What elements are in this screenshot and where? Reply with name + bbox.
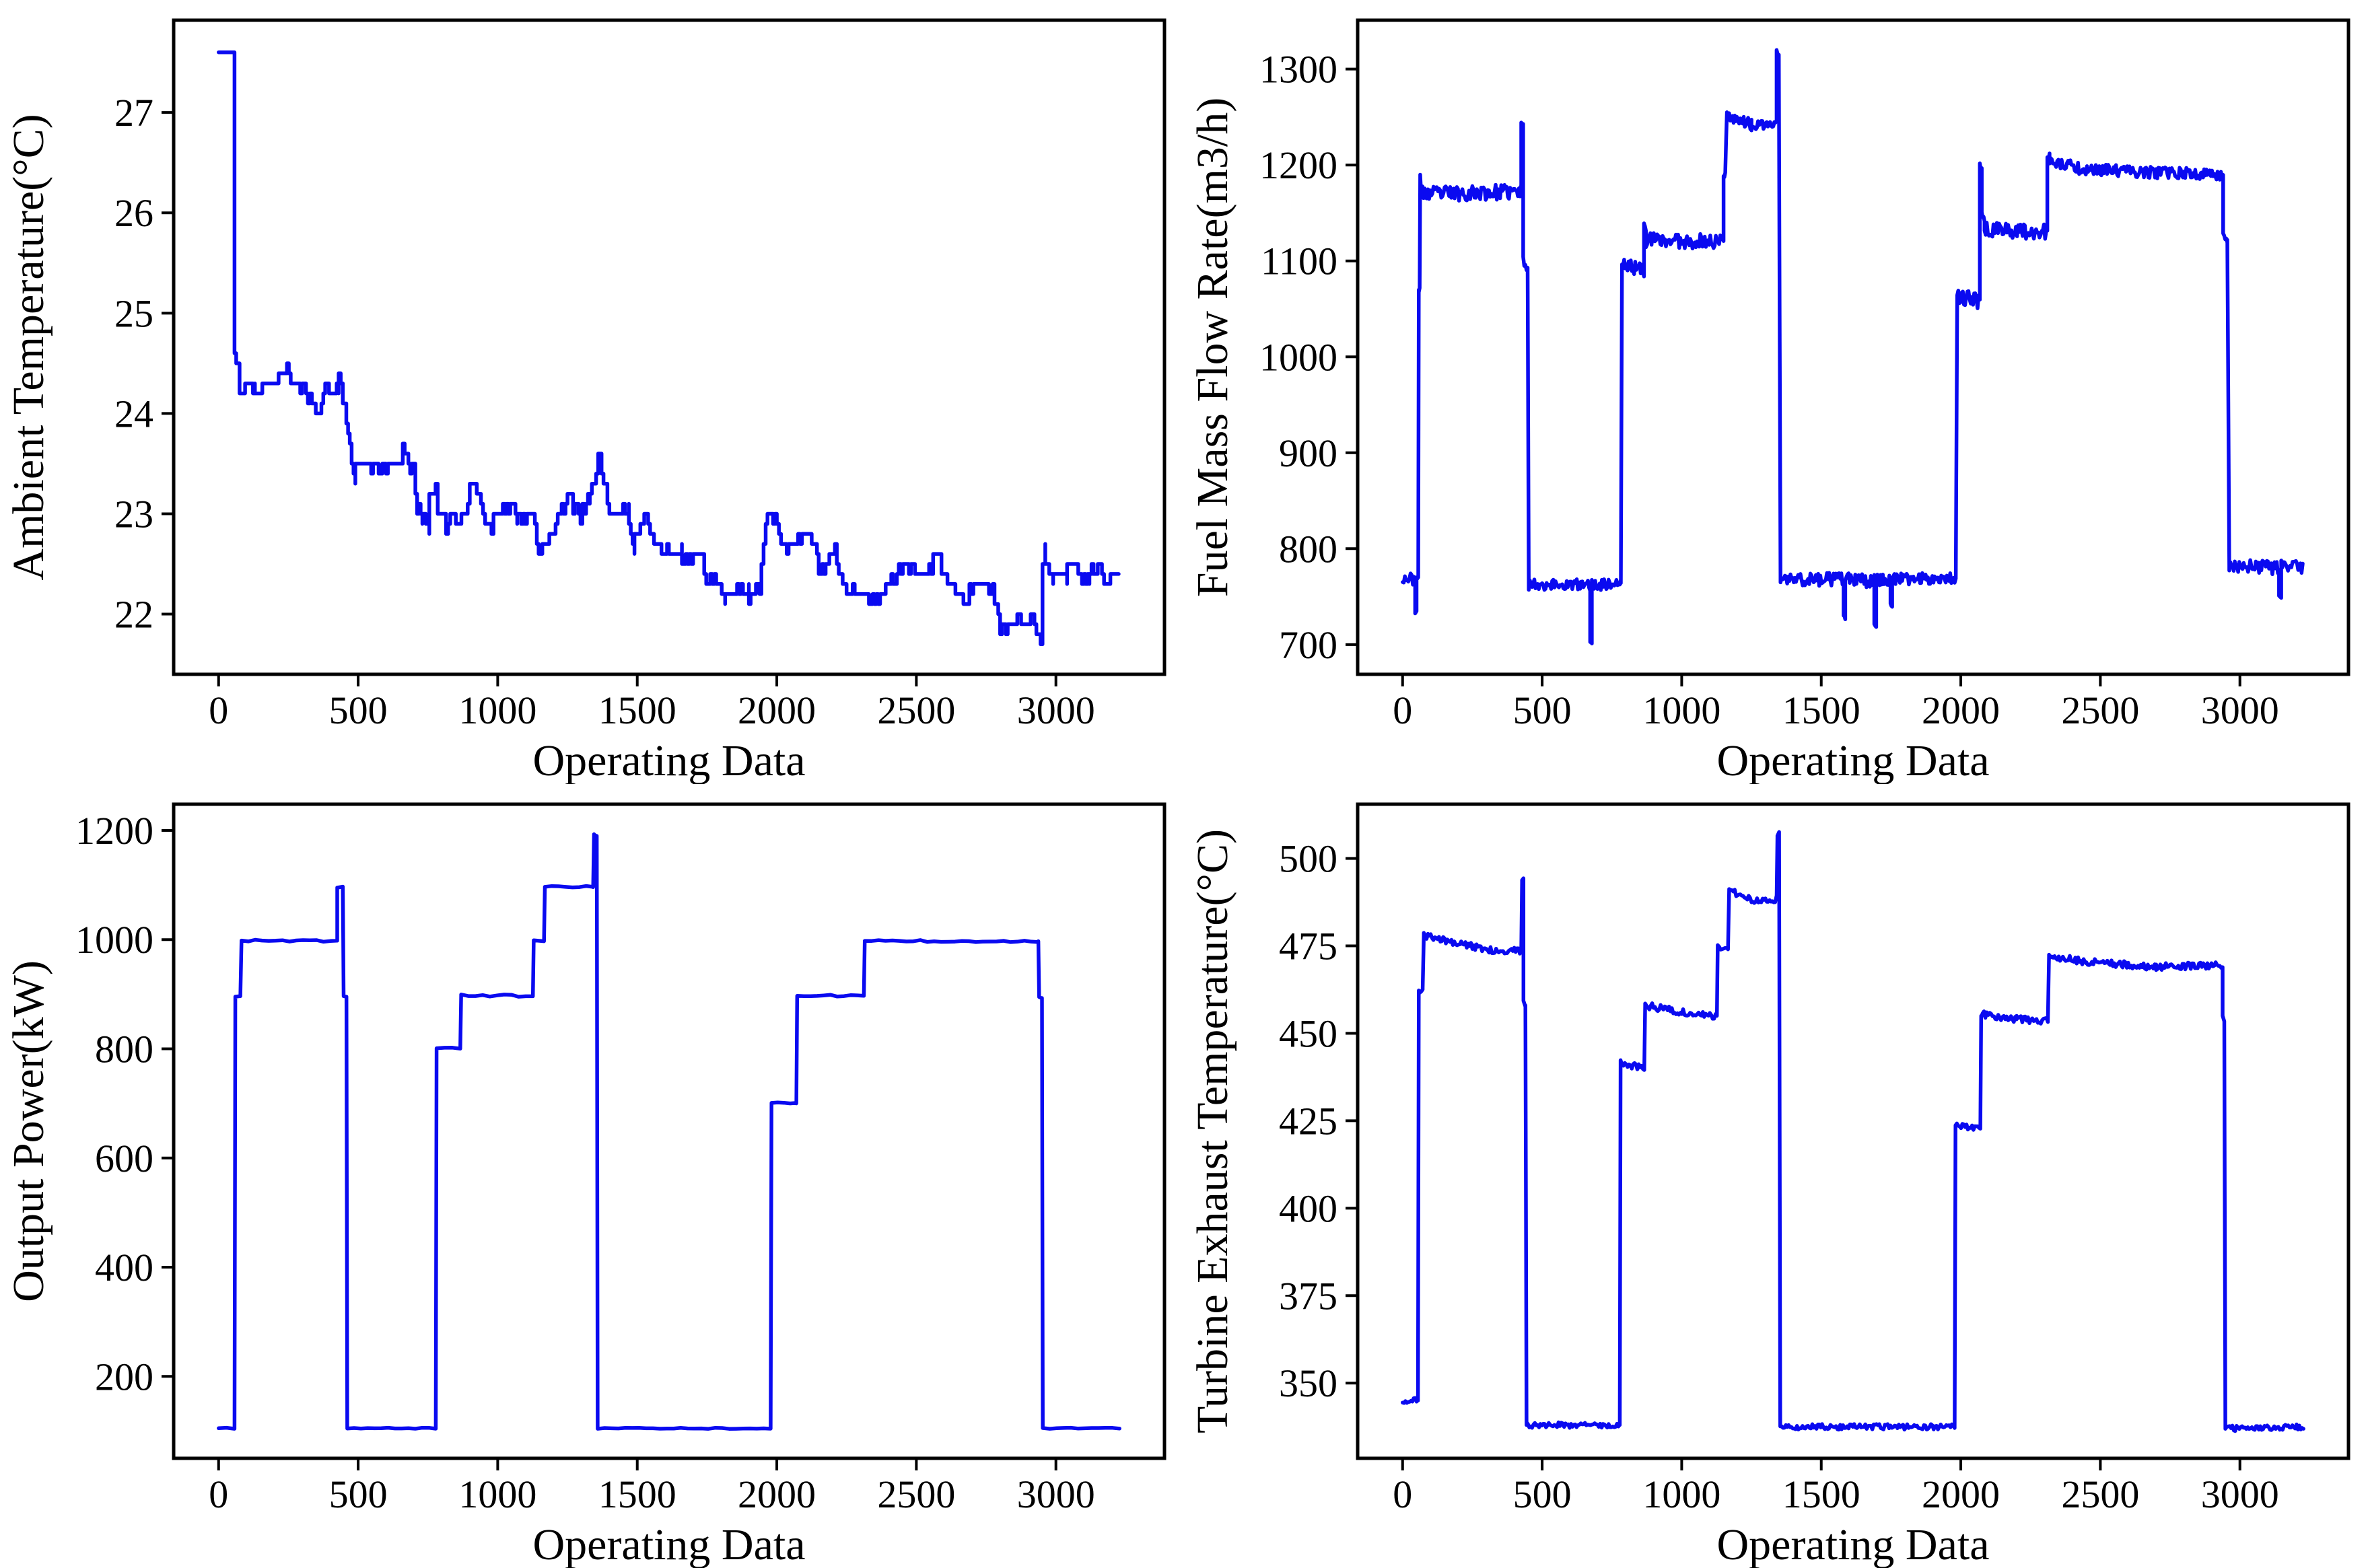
plot-area bbox=[1358, 20, 2348, 674]
plot-area bbox=[174, 804, 1164, 1458]
y-tick-label: 700 bbox=[1279, 623, 1337, 667]
y-tick-label: 24 bbox=[114, 392, 153, 435]
y-tick-label: 1000 bbox=[75, 918, 153, 962]
x-axis-label: Operating Data bbox=[1717, 1520, 1990, 1568]
chart-cell-ambient-temperature: 0 500 1000 1500 2000 2500 3000 22 23 24 25 26 27 Oper… bbox=[0, 0, 1184, 784]
y-tick-label: 27 bbox=[114, 91, 153, 135]
y-tick-label: 1300 bbox=[1259, 48, 1337, 92]
x-tick-label: 1000 bbox=[1642, 688, 1720, 732]
x-tick-label: 1000 bbox=[1642, 1472, 1720, 1516]
y-tick-label: 1000 bbox=[1259, 335, 1337, 379]
y-tick-label: 200 bbox=[95, 1355, 153, 1398]
x-tick-label: 500 bbox=[329, 1472, 388, 1516]
y-tick-label: 25 bbox=[114, 291, 153, 335]
fuel-mass-flow-rate-plot: 0 500 1000 1500 2000 2500 3000 700 800 900 1000 110… bbox=[1188, 18, 2350, 784]
y-tick-label: 800 bbox=[1279, 527, 1337, 571]
x-tick-label: 3000 bbox=[1017, 1472, 1095, 1516]
x-tick-label: 1500 bbox=[598, 1472, 676, 1516]
chart-cell-output-power: 0 500 1000 1500 2000 2500 3000 200 400 600 800 1000… bbox=[0, 784, 1184, 1568]
x-tick-label: 500 bbox=[1513, 688, 1572, 732]
y-tick-label: 800 bbox=[95, 1027, 153, 1071]
x-tick-label: 2000 bbox=[738, 1472, 816, 1516]
x-tick-label: 0 bbox=[1393, 1472, 1412, 1516]
y-tick-label: 350 bbox=[1279, 1361, 1337, 1405]
y-tick-label: 450 bbox=[1279, 1011, 1337, 1055]
y-tick-label: 900 bbox=[1279, 431, 1337, 475]
y-tick-label: 400 bbox=[95, 1246, 153, 1289]
y-axis-label: Fuel Mass Flow Rate(m3/h) bbox=[1188, 98, 1237, 597]
x-tick-label: 2500 bbox=[2061, 1472, 2139, 1516]
x-tick-label: 2500 bbox=[877, 688, 955, 732]
y-tick-label: 1100 bbox=[1261, 240, 1337, 283]
x-axis-label: Operating Data bbox=[1717, 736, 1990, 784]
data-series-line bbox=[217, 50, 1121, 647]
plot-border bbox=[172, 802, 1166, 1460]
x-tick-label: 1000 bbox=[458, 688, 536, 732]
y-tick-label: 22 bbox=[114, 593, 153, 637]
output-power-plot: 0 500 1000 1500 2000 2500 3000 200 400 600 800 1000… bbox=[4, 802, 1166, 1568]
x-tick-label: 0 bbox=[1393, 688, 1412, 732]
y-axis-label: Turbine Exhaust Temperature(°C) bbox=[1188, 829, 1237, 1433]
x-tick-label: 3000 bbox=[2201, 1472, 2279, 1516]
data-series-line bbox=[1401, 48, 2305, 645]
x-tick-label: 3000 bbox=[1017, 688, 1095, 732]
y-tick-label: 1200 bbox=[1259, 143, 1337, 187]
plot-area bbox=[174, 20, 1164, 674]
x-tick-label: 0 bbox=[209, 688, 228, 732]
plot-border bbox=[1356, 18, 2350, 676]
x-tick-label: 2000 bbox=[738, 688, 816, 732]
y-tick-label: 1200 bbox=[75, 809, 153, 853]
x-tick-label: 3000 bbox=[2201, 688, 2279, 732]
x-tick-label: 1500 bbox=[598, 688, 676, 732]
ambient-temperature-plot: 0 500 1000 1500 2000 2500 3000 22 23 24 25 26 27 Oper… bbox=[4, 18, 1166, 784]
data-series-line bbox=[217, 832, 1121, 1431]
plot-border bbox=[172, 18, 1166, 676]
y-tick-label: 26 bbox=[114, 191, 153, 235]
y-tick-label: 375 bbox=[1279, 1274, 1337, 1318]
x-tick-label: 1000 bbox=[458, 1472, 536, 1516]
x-axis-label: Operating Data bbox=[533, 1520, 806, 1568]
x-tick-label: 2500 bbox=[2061, 688, 2139, 732]
plot-area bbox=[1358, 804, 2348, 1458]
x-tick-label: 2000 bbox=[1922, 1472, 2000, 1516]
y-tick-label: 600 bbox=[95, 1137, 153, 1180]
y-tick-label: 400 bbox=[1279, 1186, 1337, 1230]
x-tick-label: 2500 bbox=[877, 1472, 955, 1516]
x-axis-label: Operating Data bbox=[533, 736, 806, 784]
y-axis-label: Output Power(kW) bbox=[4, 960, 53, 1302]
x-tick-label: 500 bbox=[1513, 1472, 1572, 1516]
plot-border bbox=[1356, 802, 2350, 1460]
y-axis-label: Ambient Temperature(°C) bbox=[4, 114, 53, 580]
y-tick-label: 475 bbox=[1279, 925, 1337, 968]
x-tick-label: 0 bbox=[209, 1472, 228, 1516]
x-tick-label: 500 bbox=[329, 688, 388, 732]
y-tick-label: 23 bbox=[114, 492, 153, 536]
x-tick-label: 1500 bbox=[1782, 1472, 1860, 1516]
x-tick-label: 2000 bbox=[1922, 688, 2000, 732]
turbine-exhaust-temperature-plot: 0 500 1000 1500 2000 2500 3000 350 375 400 425 450 4… bbox=[1188, 802, 2350, 1568]
y-tick-label: 425 bbox=[1279, 1099, 1337, 1143]
chart-cell-turbine-exhaust-temperature: 0 500 1000 1500 2000 2500 3000 350 375 400 425 450 4… bbox=[1184, 784, 2368, 1568]
x-tick-label: 1500 bbox=[1782, 688, 1860, 732]
y-tick-label: 500 bbox=[1279, 837, 1337, 881]
chart-cell-fuel-mass-flow-rate: 0 500 1000 1500 2000 2500 3000 700 800 900 1000 110… bbox=[1184, 0, 2368, 784]
data-series-line bbox=[1401, 830, 2305, 1433]
